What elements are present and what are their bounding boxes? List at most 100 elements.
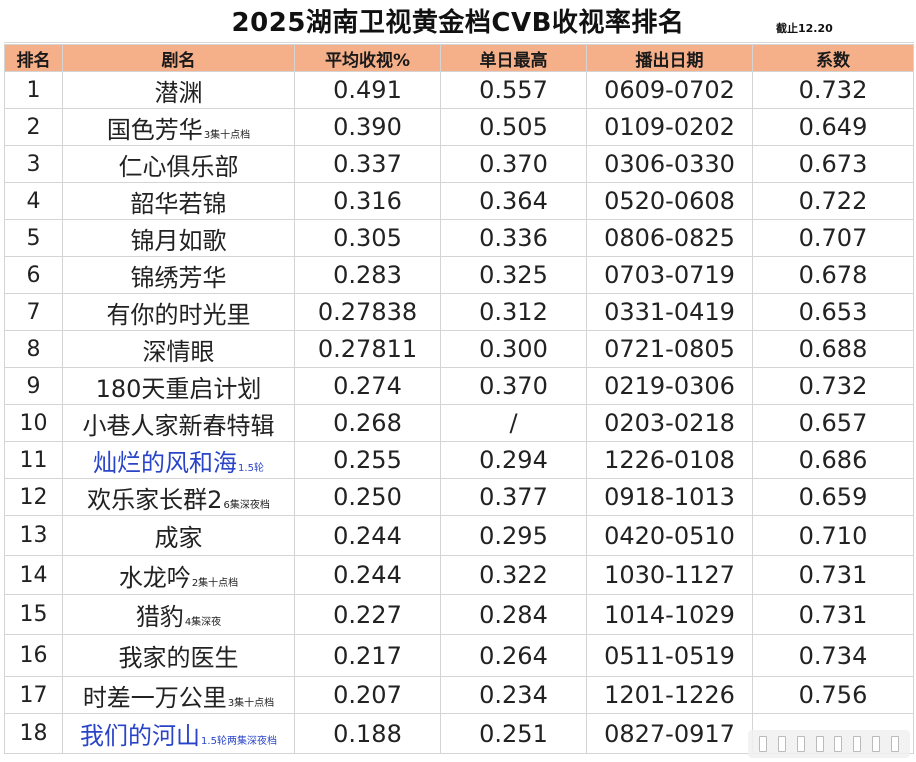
- cell-daily-peak[interactable]: 0.377: [440, 478, 587, 516]
- table-row[interactable]: 13 成家 0.244 0.295 0420-0510 0.710: [4, 515, 914, 556]
- cell-rank[interactable]: 14: [4, 555, 63, 595]
- cell-avg-rating[interactable]: 0.244: [294, 555, 441, 595]
- cell-daily-peak[interactable]: 0.325: [440, 256, 587, 294]
- header-rank[interactable]: 排名: [4, 44, 63, 72]
- cell-coefficient[interactable]: 0.732: [752, 71, 914, 109]
- cell-rank[interactable]: 6: [4, 256, 63, 294]
- cell-rank[interactable]: 15: [4, 594, 63, 635]
- cell-coefficient[interactable]: 0.673: [752, 145, 914, 183]
- cell-air-dates[interactable]: 0609-0702: [586, 71, 753, 109]
- cell-daily-peak[interactable]: 0.322: [440, 555, 587, 595]
- cell-coefficient[interactable]: 0.734: [752, 634, 914, 677]
- cell-rank[interactable]: 7: [4, 293, 63, 331]
- cell-coefficient[interactable]: 0.657: [752, 404, 914, 442]
- cell-coefficient[interactable]: 0.731: [752, 555, 914, 595]
- table-row[interactable]: 1 潜渊 0.491 0.557 0609-0702 0.732: [4, 71, 914, 109]
- table-row[interactable]: 15 猎豹4集深夜 0.227 0.284 1014-1029 0.731: [4, 594, 914, 635]
- cell-drama-name[interactable]: 时差一万公里3集十点档: [62, 676, 295, 714]
- cell-air-dates[interactable]: 0306-0330: [586, 145, 753, 183]
- cell-rank[interactable]: 8: [4, 330, 63, 368]
- cell-avg-rating[interactable]: 0.390: [294, 108, 441, 146]
- cell-daily-peak[interactable]: 0.336: [440, 219, 587, 257]
- cell-air-dates[interactable]: 0109-0202: [586, 108, 753, 146]
- cell-coefficient[interactable]: 0.707: [752, 219, 914, 257]
- cell-daily-peak[interactable]: 0.251: [440, 713, 587, 754]
- header-avg-rating[interactable]: 平均收视%: [294, 44, 441, 72]
- cell-avg-rating[interactable]: 0.305: [294, 219, 441, 257]
- cell-coefficient[interactable]: 0.649: [752, 108, 914, 146]
- cell-drama-name[interactable]: 仁心俱乐部: [62, 145, 295, 183]
- table-row[interactable]: 12 欢乐家长群26集深夜档 0.250 0.377 0918-1013 0.659: [4, 478, 914, 516]
- cell-drama-name[interactable]: 国色芳华3集十点档: [62, 108, 295, 146]
- cell-rank[interactable]: 17: [4, 676, 63, 714]
- cell-drama-name[interactable]: 成家: [62, 515, 295, 556]
- cell-air-dates[interactable]: 0420-0510: [586, 515, 753, 556]
- cell-air-dates[interactable]: 0511-0519: [586, 634, 753, 677]
- cell-rank[interactable]: 10: [4, 404, 63, 442]
- cell-drama-name[interactable]: 灿烂的风和海1.5轮: [62, 441, 295, 479]
- cell-air-dates[interactable]: 0721-0805: [586, 330, 753, 368]
- cell-avg-rating[interactable]: 0.491: [294, 71, 441, 109]
- cell-air-dates[interactable]: 0520-0608: [586, 182, 753, 220]
- cell-avg-rating[interactable]: 0.188: [294, 713, 441, 754]
- cell-rank[interactable]: 16: [4, 634, 63, 677]
- cell-rank[interactable]: 9: [4, 367, 63, 405]
- cell-avg-rating[interactable]: 0.227: [294, 594, 441, 635]
- cell-avg-rating[interactable]: 0.244: [294, 515, 441, 556]
- cell-coefficient[interactable]: 0.653: [752, 293, 914, 331]
- cell-daily-peak[interactable]: 0.505: [440, 108, 587, 146]
- cell-coefficient[interactable]: 0.688: [752, 330, 914, 368]
- table-row[interactable]: 16 我家的医生 0.217 0.264 0511-0519 0.734: [4, 634, 914, 677]
- cell-coefficient[interactable]: 0.678: [752, 256, 914, 294]
- table-row[interactable]: 11 灿烂的风和海1.5轮 0.255 0.294 1226-0108 0.686: [4, 441, 914, 479]
- table-row[interactable]: 3 仁心俱乐部 0.337 0.370 0306-0330 0.673: [4, 145, 914, 183]
- cell-drama-name[interactable]: 韶华若锦: [62, 182, 295, 220]
- cell-avg-rating[interactable]: 0.217: [294, 634, 441, 677]
- cell-avg-rating[interactable]: 0.27838: [294, 293, 441, 331]
- cell-coefficient[interactable]: 0.710: [752, 515, 914, 556]
- cell-daily-peak[interactable]: 0.364: [440, 182, 587, 220]
- cell-avg-rating[interactable]: 0.274: [294, 367, 441, 405]
- table-row[interactable]: 9 180天重启计划 0.274 0.370 0219-0306 0.732: [4, 367, 914, 405]
- table-row[interactable]: 5 锦月如歌 0.305 0.336 0806-0825 0.707: [4, 219, 914, 257]
- cell-daily-peak[interactable]: 0.370: [440, 145, 587, 183]
- table-row[interactable]: 10 小巷人家新春特辑 0.268/0203-0218 0.657: [4, 404, 914, 442]
- cell-avg-rating[interactable]: 0.283: [294, 256, 441, 294]
- cell-drama-name[interactable]: 我家的医生: [62, 634, 295, 677]
- cell-air-dates[interactable]: 1014-1029: [586, 594, 753, 635]
- header-drama-name[interactable]: 剧名: [62, 44, 295, 72]
- cell-daily-peak[interactable]: 0.557: [440, 71, 587, 109]
- cell-rank[interactable]: 1: [4, 71, 63, 109]
- cell-coefficient[interactable]: 0.732: [752, 367, 914, 405]
- cell-daily-peak[interactable]: 0.294: [440, 441, 587, 479]
- cell-daily-peak[interactable]: 0.312: [440, 293, 587, 331]
- cell-drama-name[interactable]: 有你的时光里: [62, 293, 295, 331]
- cell-drama-name[interactable]: 180天重启计划: [62, 367, 295, 405]
- cell-drama-name[interactable]: 锦绣芳华: [62, 256, 295, 294]
- cell-air-dates[interactable]: 0331-0419: [586, 293, 753, 331]
- cell-avg-rating[interactable]: 0.27811: [294, 330, 441, 368]
- cell-daily-peak[interactable]: 0.284: [440, 594, 587, 635]
- header-daily-peak[interactable]: 单日最高: [440, 44, 587, 72]
- cell-air-dates[interactable]: 0219-0306: [586, 367, 753, 405]
- cell-air-dates[interactable]: 0703-0719: [586, 256, 753, 294]
- cell-avg-rating[interactable]: 0.316: [294, 182, 441, 220]
- cell-air-dates[interactable]: 1030-1127: [586, 555, 753, 595]
- table-row[interactable]: 14 水龙吟2集十点档 0.244 0.322 1030-1127 0.731: [4, 555, 914, 595]
- table-row[interactable]: 6 锦绣芳华 0.283 0.325 0703-0719 0.678: [4, 256, 914, 294]
- table-row[interactable]: 8 深情眼 0.27811 0.300 0721-0805 0.688: [4, 330, 914, 368]
- cell-air-dates[interactable]: 1201-1226: [586, 676, 753, 714]
- cell-daily-peak[interactable]: 0.300: [440, 330, 587, 368]
- cell-coefficient[interactable]: 0.731: [752, 594, 914, 635]
- cell-coefficient[interactable]: 0.756: [752, 676, 914, 714]
- cell-drama-name[interactable]: 水龙吟2集十点档: [62, 555, 295, 595]
- cell-drama-name[interactable]: 我们的河山1.5轮两集深夜档: [62, 713, 295, 754]
- cell-daily-peak[interactable]: 0.234: [440, 676, 587, 714]
- cell-coefficient[interactable]: 0.659: [752, 478, 914, 516]
- cell-daily-peak[interactable]: 0.264: [440, 634, 587, 677]
- cell-avg-rating[interactable]: 0.268: [294, 404, 441, 442]
- cell-drama-name[interactable]: 潜渊: [62, 71, 295, 109]
- cell-air-dates[interactable]: 0806-0825: [586, 219, 753, 257]
- cell-avg-rating[interactable]: 0.250: [294, 478, 441, 516]
- table-row[interactable]: 2 国色芳华3集十点档 0.390 0.505 0109-0202 0.649: [4, 108, 914, 146]
